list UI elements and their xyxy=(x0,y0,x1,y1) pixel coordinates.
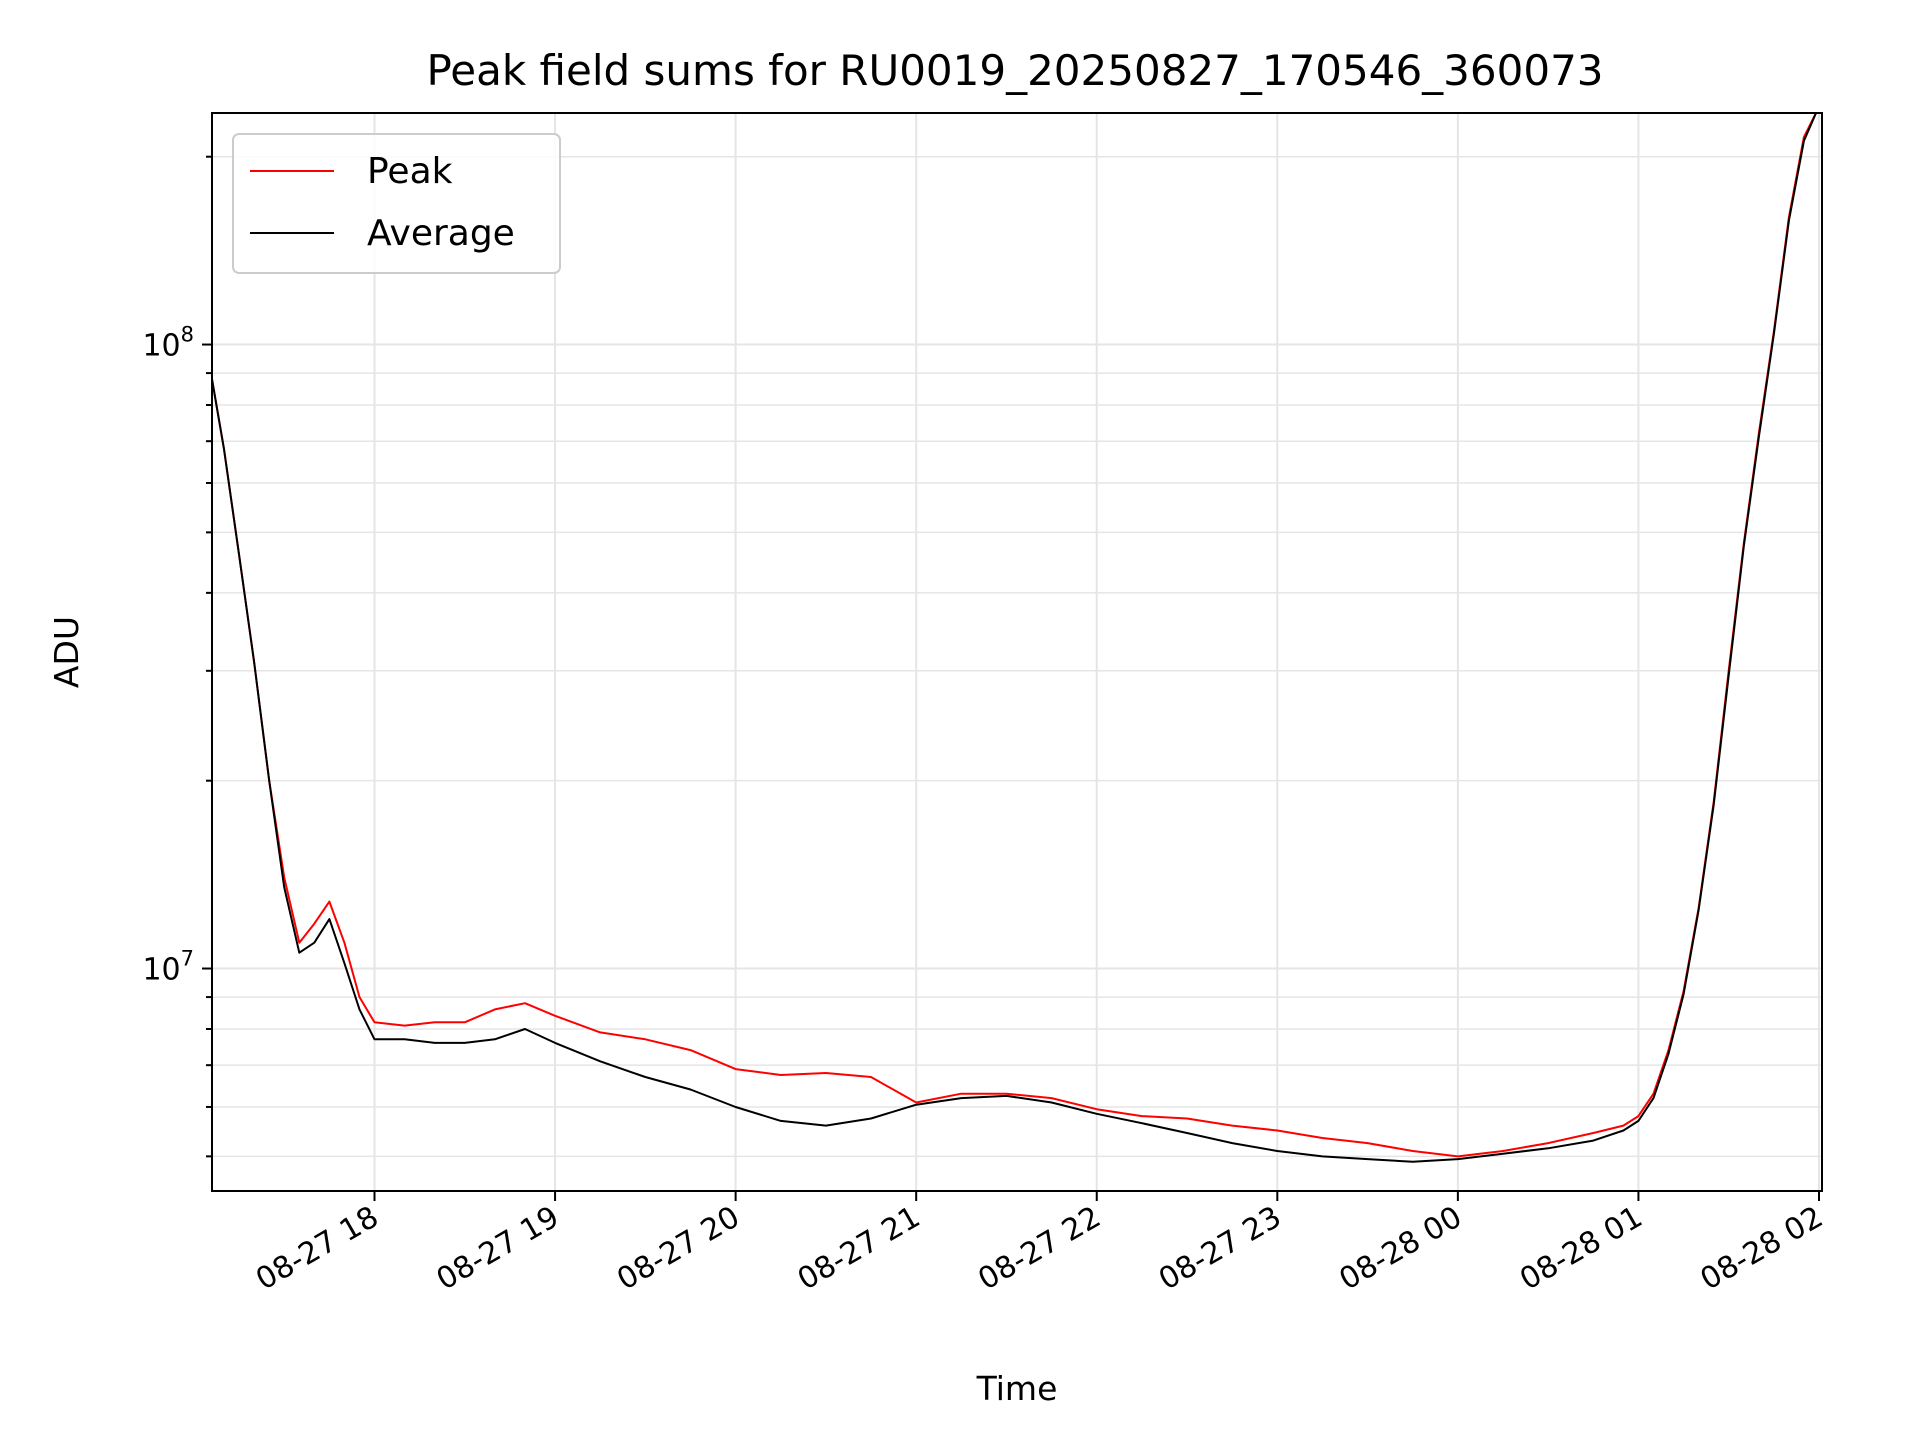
y-tick-exponent: 8 xyxy=(181,323,194,347)
y-tick-label: 107 xyxy=(142,947,194,988)
y-axis-label: ADU xyxy=(47,616,86,688)
series-line-average xyxy=(212,113,1817,1163)
legend: Peak Average xyxy=(232,133,561,274)
series-layer xyxy=(212,113,1817,1163)
legend-average-label: Average xyxy=(367,213,515,254)
y-tick-exponent: 7 xyxy=(181,947,194,971)
plot-frame xyxy=(211,112,1823,1192)
y-tick-base: 10 xyxy=(142,953,180,988)
grid xyxy=(212,113,1822,1191)
legend-box xyxy=(232,133,561,274)
y-tick-base: 10 xyxy=(142,329,180,364)
chart-title: Peak field sums for RU0019_20250827_1705… xyxy=(426,46,1603,95)
x-axis-label: Time xyxy=(976,1369,1058,1408)
y-tick-label: 108 xyxy=(142,323,194,364)
legend-peak-label: Peak xyxy=(367,151,453,192)
